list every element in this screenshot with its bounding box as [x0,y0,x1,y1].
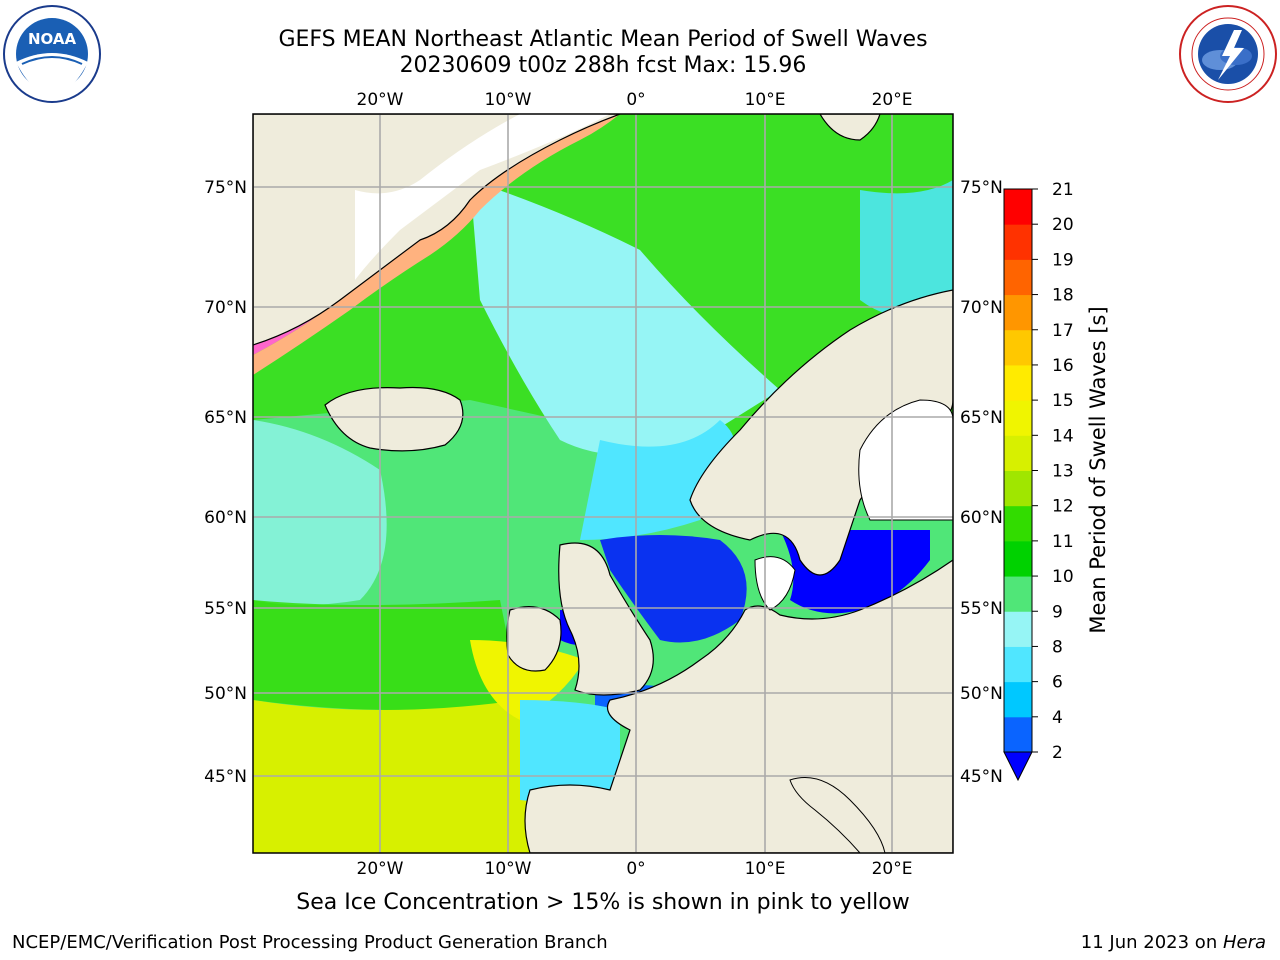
lat-label-right-75n: 75°N [960,178,1003,198]
colorbar-segment [1004,470,1032,507]
sea-ice-note: Sea Ice Concentration > 15% is shown in … [296,890,910,915]
colorbar-segment [1004,681,1032,718]
colorbar-tick-label: 2 [1052,743,1063,763]
lat-label-right-60n: 60°N [960,508,1003,528]
finland-white [858,399,953,521]
lon-label-top-20e: 20°E [872,90,913,110]
colorbar-tick-label: 18 [1052,286,1074,306]
band-cyan-biscay [520,700,620,803]
colorbar-segment [1004,224,1032,260]
colorbar-tick-label: 8 [1052,637,1063,657]
colorbar-tick-label: 9 [1052,602,1063,622]
colorbar-tick-label: 19 [1052,250,1074,270]
lon-label-bottom-10w: 10°W [485,859,532,879]
colorbar-segment [1004,435,1032,471]
lat-label-left-45n: 45°N [204,767,247,787]
colorbar-tick-label: 16 [1052,356,1074,376]
colorbar-tick-label: 20 [1052,215,1074,235]
lat-label-left-70n: 70°N [204,298,247,318]
lon-label-top-10w: 10°W [485,90,532,110]
colorbar-segment [1004,646,1032,683]
colorbar-segment [1004,329,1032,366]
map-title-line-2: 20230609 t00z 288h fcst Max: 15.96 [399,53,807,78]
map-title-line-1: GEFS MEAN Northeast Atlantic Mean Period… [278,27,928,52]
footer-date-text: 11 Jun 2023 on [1080,932,1223,953]
lat-label-left-55n: 55°N [204,599,247,619]
colorbar-tick-label: 13 [1052,462,1074,482]
footer-date: 11 Jun 2023 on Hera [1081,932,1266,953]
colorbar-segment [1004,189,1032,225]
colorbar-tick-label: 6 [1052,673,1063,693]
lat-label-right-70n: 70°N [960,298,1003,318]
colorbar-segment [1004,400,1032,436]
sea-ice-band-outer [253,114,620,375]
iceland-land [324,386,464,452]
lat-label-left-65n: 65°N [204,408,247,428]
colorbar-tick-label: 21 [1052,180,1074,200]
colorbar-segment [1004,364,1032,401]
lat-label-right-45n: 45°N [960,767,1003,787]
map-area [253,114,953,853]
lat-label-right-50n: 50°N [960,684,1003,704]
colorbar-tick-label: 10 [1052,567,1074,587]
colorbar-tick-label: 11 [1052,532,1074,552]
lon-label-top-20w: 20°W [357,90,404,110]
colorbar-segment [1004,294,1032,331]
colorbar-segment [1004,716,1032,753]
lon-label-bottom-10e: 10°E [745,859,786,879]
nws-logo [1179,5,1277,103]
colorbar-tick-label: 17 [1052,321,1074,341]
colorbar-tick-label: 12 [1052,497,1074,517]
great-britain-land [558,542,654,696]
colorbar-segment [1004,576,1032,612]
colorbar-segment [1004,259,1032,296]
footer-credit: NCEP/EMC/Verification Post Processing Pr… [12,932,608,953]
lat-label-right-55n: 55°N [960,599,1003,619]
greenland-land [253,114,621,346]
lon-label-bottom-0: 0° [626,859,645,879]
band-cyan-east [860,180,953,318]
ireland-land [506,606,562,672]
colorbar-tick-label: 4 [1052,708,1063,728]
colorbar-label: Mean Period of Swell Waves [s] [1086,306,1110,633]
lon-label-bottom-20w: 20°W [357,859,404,879]
lon-label-top-10e: 10°E [745,90,786,110]
greenland-ice-white [355,114,610,280]
band-yellow-biscay [470,640,585,720]
colorbar-extend-triangle [1003,751,1033,782]
map-frame [252,113,954,854]
lat-label-left-75n: 75°N [204,178,247,198]
colorbar-tick-label: 15 [1052,391,1074,411]
lon-label-bottom-20e: 20°E [872,859,913,879]
colorbar: 2 4 6 8 9 10 11 12 13 14 15 16 17 18 19 20 21 [1003,180,1074,782]
colorbar-tick-label: 14 [1052,426,1074,446]
band-cyan-nordic [470,180,780,455]
lat-label-left-50n: 50°N [204,684,247,704]
svg-text:NOAA: NOAA [28,30,77,48]
colorbar-segment [1004,540,1032,577]
band-green-mid [253,600,520,710]
graticule [253,114,953,853]
colorbar-segment [1004,611,1032,647]
lat-label-left-60n: 60°N [204,508,247,528]
noaa-logo: NOAA [3,5,101,103]
svalbard-land [819,114,881,141]
band-cyan-irminger [253,420,387,605]
continental-europe-land [524,559,953,853]
lat-label-right-65n: 65°N [960,408,1003,428]
colorbar-segment [1004,505,1032,542]
footer-host: Hera [1222,932,1266,953]
lon-label-top-0: 0° [626,90,645,110]
